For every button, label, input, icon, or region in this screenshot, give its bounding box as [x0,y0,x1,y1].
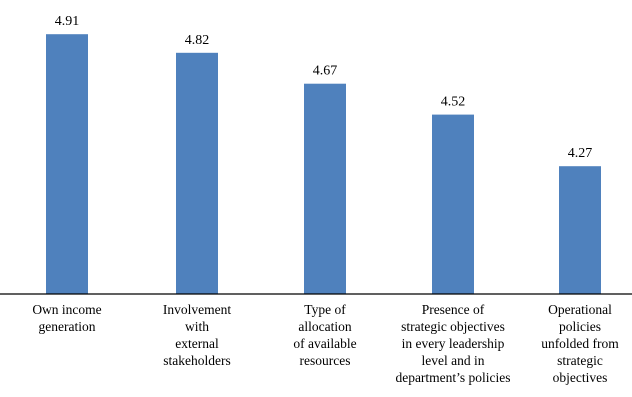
category-label-line: strategic [557,353,603,368]
category-label-3: Type of allocation of available resources [293,302,356,368]
value-labels-group: 4.91 4.82 4.67 4.52 4.27 [55,14,593,161]
category-label-line: generation [39,319,96,334]
category-label-line: Operational [548,302,612,317]
bar-3 [304,83,346,294]
category-label-line: unfolded from [541,336,619,351]
category-label-2: Involvement with external stakeholders [163,302,231,368]
category-label-line: in every leadership [402,336,505,351]
category-label-line: level and in [422,353,485,368]
category-label-line: Involvement [163,302,231,317]
data-label-4: 4.52 [441,95,466,110]
category-label-1: Own income generation [32,302,101,334]
data-label-5: 4.27 [568,146,593,161]
data-label-3: 4.67 [313,64,338,79]
bar-5 [559,166,601,294]
data-label-1: 4.91 [55,14,80,29]
category-label-line: Presence of [422,302,485,317]
bar-2 [176,52,218,294]
category-labels-group: Own income generation Involvement with exter… [32,302,619,385]
category-label-line: Type of [304,302,346,317]
bar-1 [46,34,88,294]
category-label-5: Operational policies unfolded from strategi… [541,302,619,385]
category-label-line: resources [300,353,351,368]
category-label-line: policies [559,319,601,334]
category-label-line: strategic objectives [401,319,505,334]
category-label-line: Own income [32,302,101,317]
bar-4 [432,114,474,294]
data-label-2: 4.82 [185,33,210,48]
category-label-line: department’s policies [395,370,510,385]
category-label-line: stakeholders [163,353,230,368]
category-label-line: with [185,319,209,334]
category-label-line: of available [293,336,356,351]
category-label-line: external [175,336,219,351]
category-label-line: allocation [298,319,351,334]
bars-group [46,34,601,294]
category-label-4: Presence of strategic objectives in every … [395,302,510,385]
category-label-line: objectives [553,370,608,385]
